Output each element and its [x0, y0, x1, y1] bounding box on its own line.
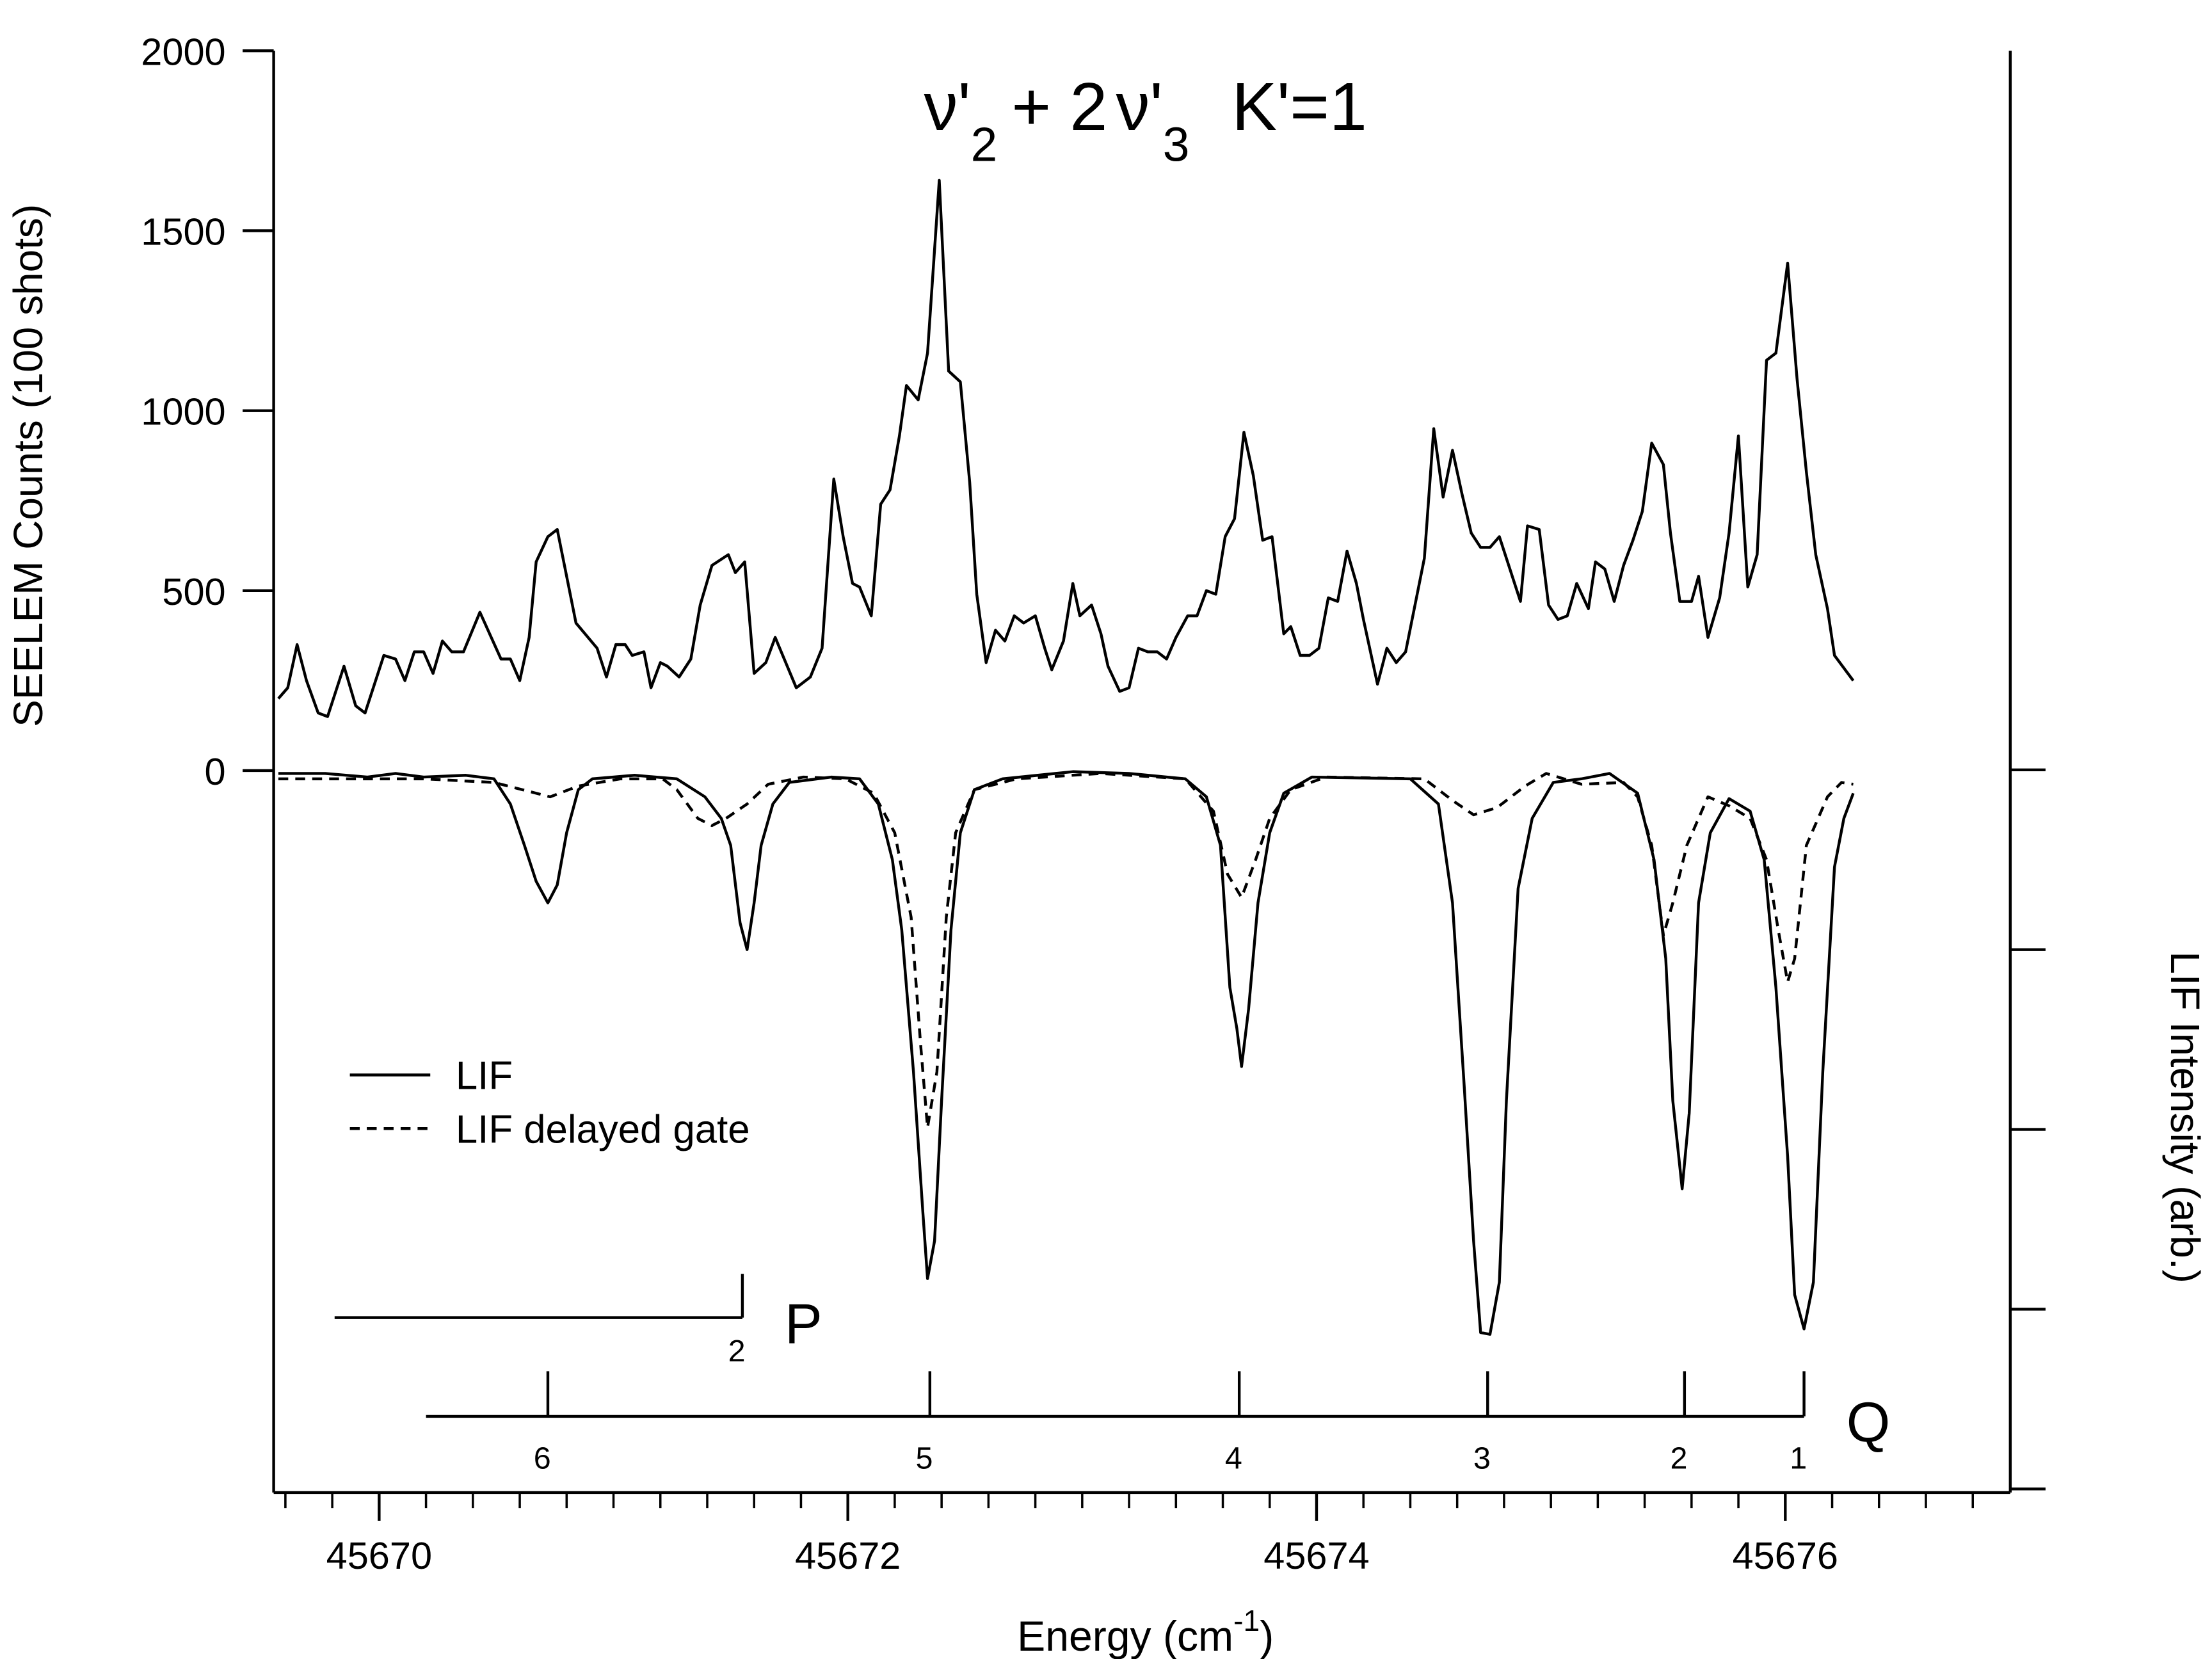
- y-tick-label: 1000: [141, 390, 225, 433]
- y-axis-label: SEELEM Counts (100 shots): [5, 204, 51, 727]
- series-line: [278, 772, 1854, 1129]
- y-tick-label: 0: [205, 750, 226, 793]
- branch-label: Q: [1847, 1391, 1891, 1454]
- y-tick-label: 500: [162, 570, 225, 613]
- legend-label: LIF delayed gate: [456, 1107, 750, 1151]
- x-label-superscript: -1: [1233, 1604, 1260, 1637]
- title-part: + 2: [1011, 69, 1107, 145]
- y2-axis-label: LIF Intensity (arb.): [2162, 951, 2208, 1283]
- x-tick-label: 45676: [1733, 1534, 1838, 1577]
- x-tick-label: 45670: [326, 1534, 432, 1577]
- branch-j-label: 2: [728, 1334, 746, 1368]
- x-label-part: Energy (cm: [1017, 1613, 1233, 1659]
- branch-j-label: 6: [534, 1441, 551, 1475]
- legend-label: LIF: [456, 1054, 513, 1098]
- title-subscript: 2: [971, 117, 998, 171]
- y-tick-label: 1500: [141, 211, 225, 253]
- branch-j-label: 2: [1671, 1441, 1688, 1475]
- chart-title: ν'2 + 2 ν'3 K'=1: [924, 69, 1367, 171]
- y-tick-label: 2000: [141, 30, 225, 73]
- branch-label: P: [785, 1292, 822, 1355]
- title-subscript: 3: [1163, 117, 1190, 171]
- branch-j-label: 4: [1225, 1441, 1242, 1475]
- series-line: [278, 770, 1855, 1336]
- plot-area: 45670 45672 45674 45676 0 500 1000 1500 2000 LIF L…: [141, 30, 2046, 1577]
- x-tick-label: 45674: [1263, 1534, 1369, 1577]
- branch-j-label: 5: [916, 1441, 933, 1475]
- x-label-part: ): [1260, 1613, 1274, 1659]
- title-part: K'=1: [1231, 69, 1366, 145]
- title-part: ν': [924, 69, 971, 145]
- branch-j-label: 1: [1790, 1441, 1807, 1475]
- branch-j-label: 3: [1473, 1441, 1491, 1475]
- x-axis-label: Energy (cm-1): [1017, 1604, 1274, 1659]
- x-tick-label: 45672: [795, 1534, 901, 1577]
- title-part: ν': [1116, 69, 1163, 145]
- series-line: [277, 179, 1855, 718]
